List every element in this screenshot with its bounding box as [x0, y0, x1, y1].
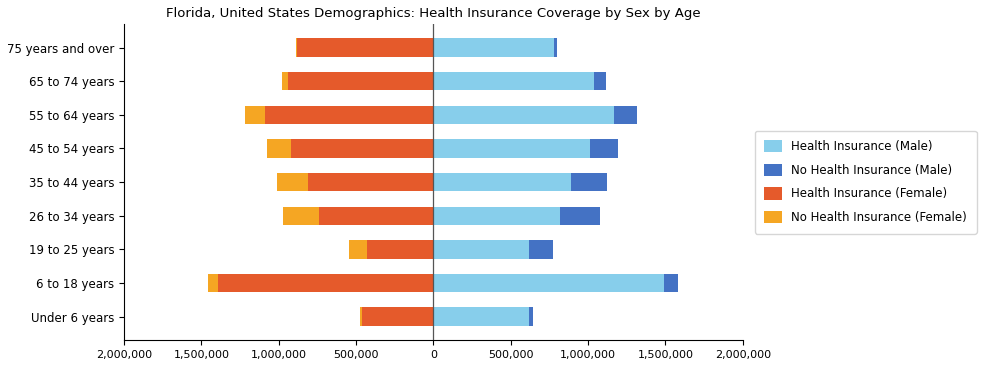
Bar — [308, 173, 433, 191]
Bar — [529, 308, 533, 326]
Bar — [284, 207, 319, 225]
Bar — [297, 38, 433, 57]
Bar — [219, 274, 433, 292]
Bar — [433, 106, 615, 124]
Bar — [366, 240, 433, 259]
Bar — [288, 72, 433, 90]
Bar — [433, 72, 594, 90]
Bar — [594, 72, 606, 90]
Bar — [664, 274, 678, 292]
Bar — [529, 240, 554, 259]
Bar — [349, 240, 366, 259]
Bar — [267, 139, 292, 158]
Bar — [319, 207, 433, 225]
Bar — [360, 308, 362, 326]
Bar — [590, 139, 619, 158]
Bar — [277, 173, 308, 191]
Bar — [209, 274, 219, 292]
Bar — [560, 207, 600, 225]
Bar — [615, 106, 636, 124]
Bar — [433, 207, 560, 225]
Bar — [433, 139, 590, 158]
Bar — [282, 72, 288, 90]
Bar — [265, 106, 433, 124]
Bar — [554, 38, 558, 57]
Bar — [433, 308, 529, 326]
Title: Florida, United States Demographics: Health Insurance Coverage by Sex by Age: Florida, United States Demographics: Hea… — [166, 7, 700, 20]
Bar — [433, 173, 571, 191]
Bar — [245, 106, 265, 124]
Bar — [571, 173, 608, 191]
Bar — [296, 38, 297, 57]
Bar — [433, 240, 529, 259]
Bar — [433, 274, 664, 292]
Bar — [292, 139, 433, 158]
Bar — [362, 308, 433, 326]
Bar — [433, 38, 554, 57]
Legend: Health Insurance (Male), No Health Insurance (Male), Health Insurance (Female), : Health Insurance (Male), No Health Insur… — [755, 131, 976, 233]
